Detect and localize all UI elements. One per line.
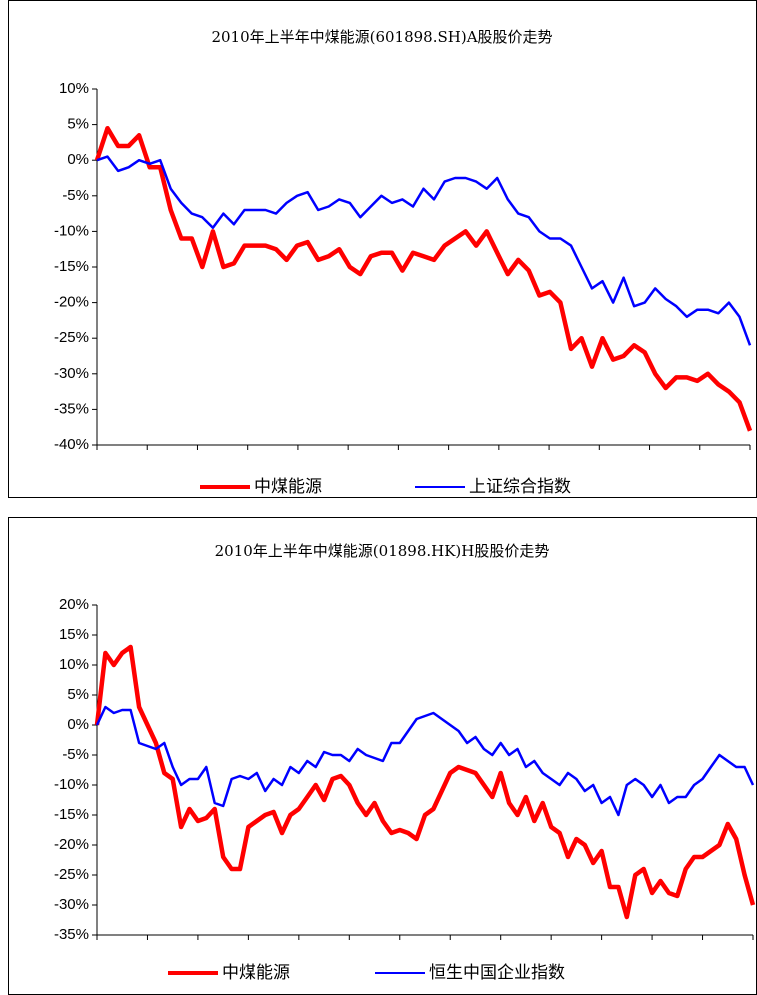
y-tick-label: 15% xyxy=(59,626,89,643)
y-tick-label: -10% xyxy=(54,776,89,793)
y-tick-label: -10% xyxy=(54,222,89,239)
legend-label: 上证综合指数 xyxy=(469,477,571,497)
y-tick-label: -25% xyxy=(54,866,89,883)
y-tick-label: -15% xyxy=(54,258,89,275)
legend-label: 中煤能源 xyxy=(222,963,290,983)
y-tick-label: -20% xyxy=(54,836,89,853)
y-tick-label: -5% xyxy=(62,746,89,763)
y-tick-label: -5% xyxy=(62,187,89,204)
y-tick-label: -35% xyxy=(54,926,89,943)
y-tick-label: -30% xyxy=(54,365,89,382)
chart-title: 2010年上半年中煤能源(601898.SH)A股股价走势 xyxy=(211,28,552,46)
series-line xyxy=(95,705,755,817)
y-tick-label: -15% xyxy=(54,806,89,823)
y-tick-label: 10% xyxy=(59,80,89,97)
legend-label: 中煤能源 xyxy=(254,477,322,497)
y-tick-label: -25% xyxy=(54,329,89,346)
y-tick-label: 0% xyxy=(67,151,89,168)
y-tick-label: 20% xyxy=(59,596,89,613)
chart-title: 2010年上半年中煤能源(01898.HK)H股股价走势 xyxy=(215,542,550,560)
y-tick-label: 5% xyxy=(67,116,89,133)
y-tick-label: -20% xyxy=(54,294,89,311)
chart-frame xyxy=(8,0,757,498)
legend-label: 恒生中国企业指数 xyxy=(429,963,565,983)
y-tick-label: 0% xyxy=(67,716,89,733)
y-tick-label: -40% xyxy=(54,436,89,453)
y-tick-label: 10% xyxy=(59,656,89,673)
series-line xyxy=(94,125,753,432)
y-tick-label: -30% xyxy=(54,896,89,913)
chart-frame xyxy=(8,517,757,995)
y-tick-label: 5% xyxy=(67,686,89,703)
y-tick-label: -35% xyxy=(54,400,89,417)
series-line xyxy=(94,644,756,920)
series-line xyxy=(96,155,752,346)
